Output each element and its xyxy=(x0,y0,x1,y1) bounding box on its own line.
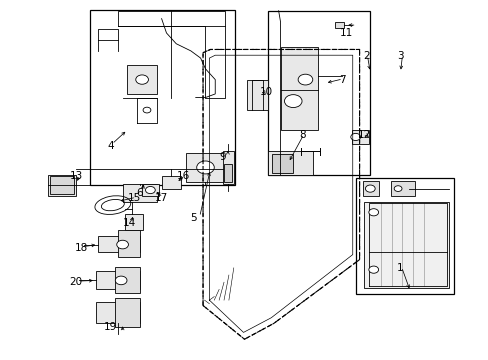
Text: 13: 13 xyxy=(69,171,83,181)
Bar xyxy=(96,302,140,323)
Circle shape xyxy=(350,134,360,140)
Text: 4: 4 xyxy=(107,141,114,151)
Bar xyxy=(122,184,157,202)
Circle shape xyxy=(145,186,155,194)
Bar xyxy=(271,154,293,173)
Text: 9: 9 xyxy=(219,152,225,162)
Text: 15: 15 xyxy=(128,193,141,203)
Bar xyxy=(334,22,344,28)
Text: 10: 10 xyxy=(259,87,272,97)
Text: 2: 2 xyxy=(363,51,369,61)
Bar xyxy=(222,151,233,184)
Bar xyxy=(267,151,312,175)
Text: 7: 7 xyxy=(338,75,345,85)
Bar xyxy=(48,175,76,196)
Bar xyxy=(363,202,448,288)
Bar xyxy=(115,267,140,293)
Text: 17: 17 xyxy=(155,193,168,203)
Text: 1: 1 xyxy=(396,263,403,273)
Bar xyxy=(125,214,143,230)
Circle shape xyxy=(143,107,151,113)
Circle shape xyxy=(368,266,378,273)
Bar xyxy=(127,65,157,94)
Bar xyxy=(390,181,414,196)
Circle shape xyxy=(368,209,378,216)
Text: 20: 20 xyxy=(70,277,82,287)
Circle shape xyxy=(115,276,127,285)
Bar xyxy=(246,80,267,110)
Bar xyxy=(96,271,140,289)
Bar xyxy=(50,176,74,194)
Bar xyxy=(267,11,369,175)
Text: 6: 6 xyxy=(136,188,142,198)
Bar xyxy=(161,176,181,189)
Circle shape xyxy=(365,185,374,192)
Circle shape xyxy=(117,240,128,249)
Circle shape xyxy=(196,161,214,174)
Text: 12: 12 xyxy=(357,130,370,140)
Text: 5: 5 xyxy=(190,213,196,222)
Text: 14: 14 xyxy=(123,218,136,228)
Text: 16: 16 xyxy=(177,171,190,181)
Text: 18: 18 xyxy=(74,243,87,253)
Text: 8: 8 xyxy=(299,130,305,140)
Circle shape xyxy=(136,75,148,84)
Text: 19: 19 xyxy=(103,322,117,332)
Bar xyxy=(355,178,453,294)
Bar xyxy=(115,298,140,327)
Bar xyxy=(224,164,232,182)
Circle shape xyxy=(298,74,312,85)
Bar xyxy=(90,10,234,185)
Bar xyxy=(118,230,140,257)
Bar xyxy=(351,130,368,144)
Circle shape xyxy=(284,95,302,108)
Bar xyxy=(281,47,317,130)
Text: 11: 11 xyxy=(340,28,353,38)
Text: 3: 3 xyxy=(396,51,403,61)
Bar xyxy=(185,153,224,182)
Bar xyxy=(98,235,140,252)
Bar xyxy=(142,184,159,196)
Bar xyxy=(362,181,378,196)
Circle shape xyxy=(393,186,401,192)
